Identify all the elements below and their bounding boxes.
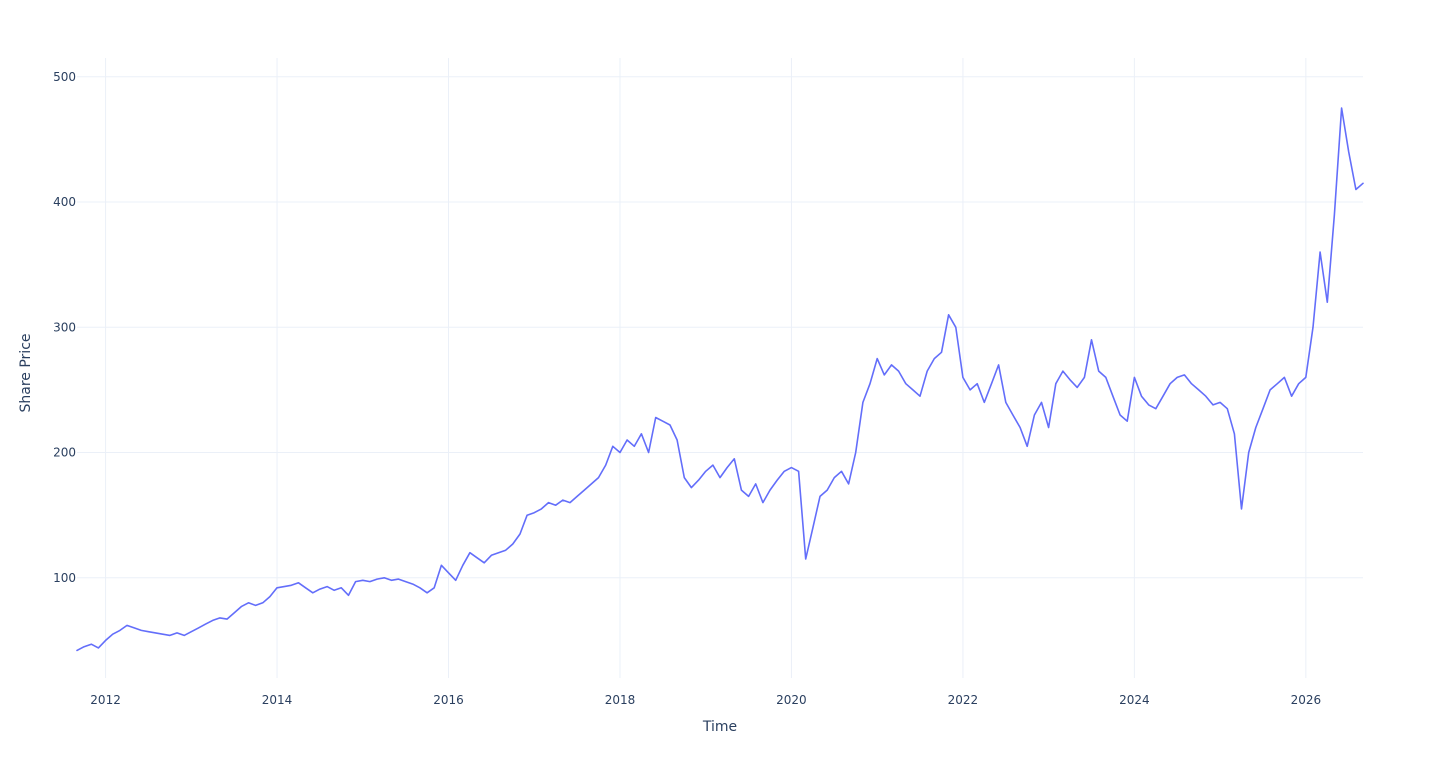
- x-axis-ticks: 2012 2014 2016 2018 2020 2022 2024 2026: [90, 693, 1321, 707]
- series-line: [76, 107, 1364, 652]
- y-tick-label: 200: [53, 446, 76, 460]
- x-tick-label: 2018: [605, 693, 636, 707]
- y-axis-title: Share Price: [18, 333, 34, 412]
- x-tick-label: 2022: [948, 693, 979, 707]
- y-tick-label: 400: [53, 195, 76, 209]
- x-tick-label: 2020: [776, 693, 807, 707]
- gridlines: [77, 58, 1363, 678]
- x-axis-title: Time: [702, 719, 737, 735]
- y-tick-label: 300: [53, 320, 76, 334]
- series-layer: [76, 107, 1364, 652]
- x-tick-label: 2026: [1291, 693, 1322, 707]
- y-tick-label: 100: [53, 571, 76, 585]
- x-tick-label: 2016: [433, 693, 464, 707]
- y-tick-label: 500: [53, 70, 76, 84]
- x-tick-label: 2012: [90, 693, 121, 707]
- y-axis-ticks: 100 200 300 400 500: [53, 70, 76, 585]
- x-tick-label: 2024: [1119, 693, 1150, 707]
- x-tick-label: 2014: [262, 693, 293, 707]
